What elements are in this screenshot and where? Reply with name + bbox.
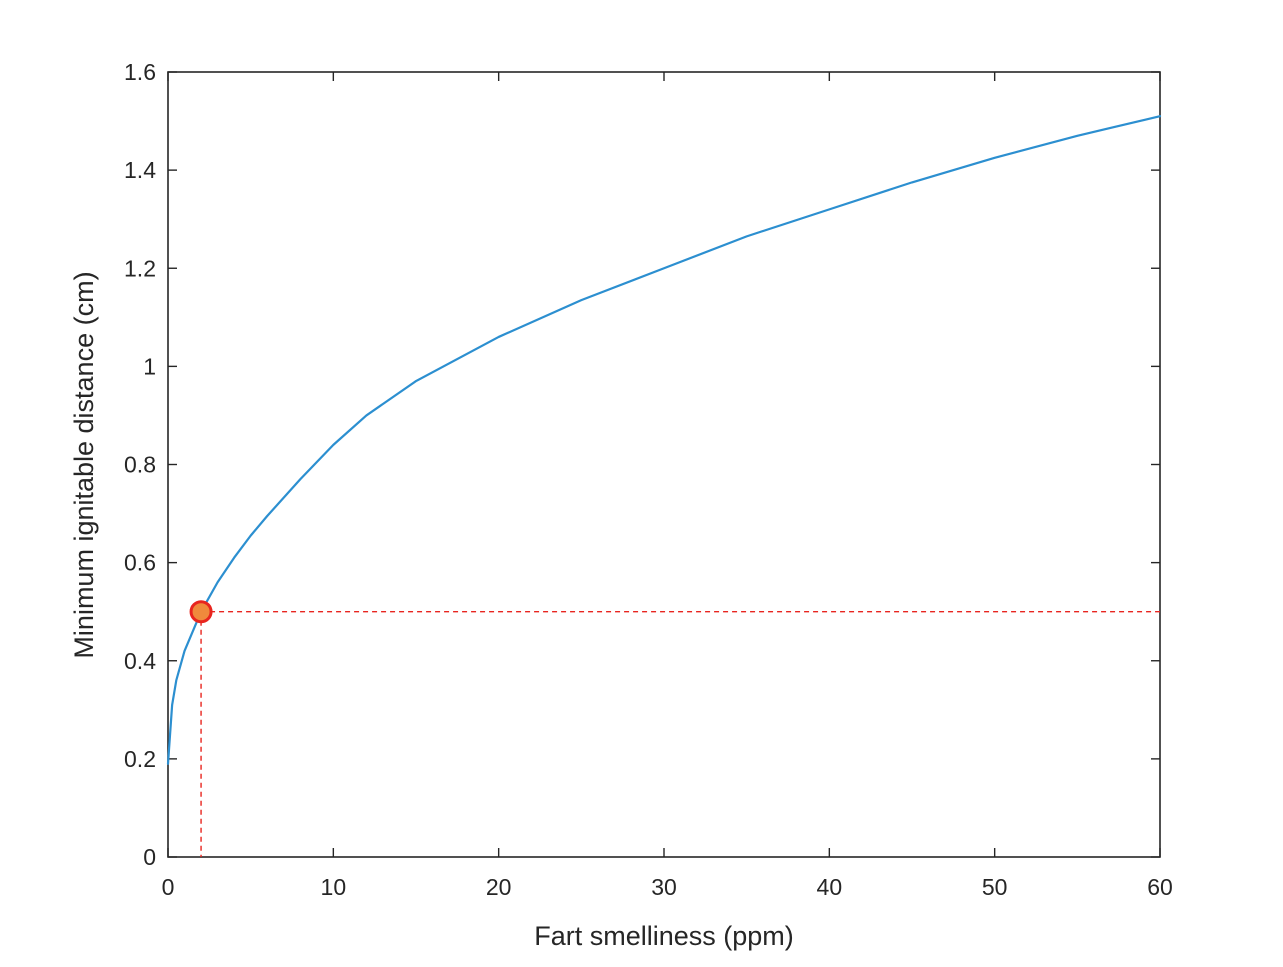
y-tick-label: 0.2: [124, 746, 156, 772]
y-axis-title: Minimum ignitable distance (cm): [69, 271, 99, 658]
highlight-layer: [189, 600, 213, 624]
highlight-marker: [189, 600, 213, 624]
y-tick-label: 0.6: [124, 550, 156, 576]
y-tick-label: 1.2: [124, 255, 156, 281]
x-tick-label: 30: [651, 874, 677, 900]
x-tick-label: 20: [486, 874, 512, 900]
x-tick-label: 60: [1147, 874, 1173, 900]
x-tick-label: 40: [817, 874, 843, 900]
x-axis-title: Fart smelliness (ppm): [534, 921, 794, 951]
tick-labels: 0 10 20 30 40 50 60 0 0.2 0.4 0.6 0.8 1 1.2 1.4 1.6: [124, 59, 1173, 900]
y-tick-label: 0.8: [124, 452, 156, 478]
y-tick-label: 1: [143, 353, 156, 379]
x-tick-label: 0: [162, 874, 175, 900]
axis-ticks: [167, 71, 1161, 858]
y-tick-label: 0.4: [124, 648, 156, 674]
x-tick-label: 50: [982, 874, 1008, 900]
x-tick-label: 10: [321, 874, 347, 900]
axes-box: [167, 71, 1161, 858]
y-tick-label: 1.4: [124, 157, 156, 183]
y-tick-label: 0: [143, 844, 156, 870]
plot-area: [167, 71, 1161, 858]
reference-lines: [200, 610, 1160, 857]
y-tick-label: 1.6: [124, 59, 156, 85]
series-layer: [166, 115, 1162, 765]
series-line: [166, 115, 1162, 765]
